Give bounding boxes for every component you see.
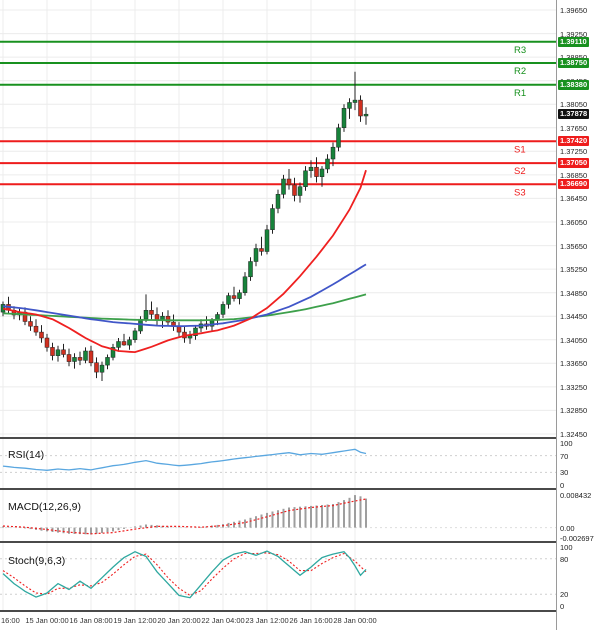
y-axis-label: 1.36050 xyxy=(560,218,588,227)
macd-scale-label: 0.008432 xyxy=(560,491,592,500)
rsi-scale-label: 30 xyxy=(560,468,569,477)
ma-fast-red xyxy=(2,169,367,354)
resistance-label: R1 xyxy=(514,88,526,99)
support-resistance-lines: R3 R2 R1 S1 S2 S3 xyxy=(0,40,556,198)
sub-grid xyxy=(2,490,356,541)
stoch-main-line xyxy=(2,550,367,599)
ma-slow-green xyxy=(2,293,367,322)
x-axis-label: 20 Jan 20:00 xyxy=(157,616,201,625)
stoch-label: Stoch(9,6,3) xyxy=(8,555,66,567)
current-price-badge: 1.37878 xyxy=(558,109,590,119)
support-label: S1 xyxy=(514,144,526,155)
y-axis-label: 1.34450 xyxy=(560,312,588,321)
support-price-badge: 1.36690 xyxy=(558,179,590,189)
rsi-line xyxy=(2,448,367,471)
main-grid xyxy=(0,0,556,437)
x-axis-label: 19 Jan 12:00 xyxy=(113,616,157,625)
y-axis-label: 1.37250 xyxy=(560,147,588,156)
x-axis-label: 28 Jan 00:00 xyxy=(333,616,377,625)
resistance-price-badge: 1.38750 xyxy=(558,58,590,68)
y-axis-label: 1.36850 xyxy=(560,171,588,180)
rsi-scale-label: 70 xyxy=(560,452,569,461)
x-axis-label: 23 Jan 12:00 xyxy=(245,616,289,625)
sub-grid xyxy=(2,543,356,610)
x-axis-label: 22 Jan 04:00 xyxy=(201,616,245,625)
y-axis-label: 1.38850 xyxy=(560,53,587,62)
y-axis-label: 1.37650 xyxy=(560,124,588,133)
candles xyxy=(0,71,369,381)
macd-scale-label: -0.002697 xyxy=(560,534,594,543)
y-axis-label: 1.38050 xyxy=(560,100,588,109)
stoch-scale-label: 20 xyxy=(560,590,569,599)
rsi-label: RSI(14) xyxy=(8,449,45,461)
y-axis-label: 1.32850 xyxy=(560,406,588,415)
x-axis-label: 16:00 xyxy=(1,616,20,625)
stoch-scale-label: 80 xyxy=(560,555,569,564)
y-axis-label: 1.35250 xyxy=(560,265,588,274)
panel-divider xyxy=(0,541,600,543)
resistance-label: R3 xyxy=(514,45,526,56)
support-price-badge: 1.37420 xyxy=(558,136,590,146)
y-axis-label: 1.34850 xyxy=(560,289,588,298)
rsi-panel[interactable] xyxy=(0,439,556,488)
support-label: S3 xyxy=(514,187,526,198)
resistance-label: R2 xyxy=(514,66,526,77)
price-scale: 1.396501.392501.388501.384501.380501.376… xyxy=(556,0,600,630)
macd-panel[interactable] xyxy=(0,490,556,541)
stoch-scale-label: 0 xyxy=(560,602,565,611)
y-axis-label: 1.39650 xyxy=(560,6,588,15)
macd-signal-line xyxy=(2,498,367,535)
moving-averages xyxy=(2,169,367,354)
macd-histogram xyxy=(2,495,367,535)
support-label: S2 xyxy=(514,166,526,177)
rsi-scale-label: 100 xyxy=(560,439,573,448)
panel-divider xyxy=(0,488,600,490)
y-axis-label: 1.33650 xyxy=(560,359,588,368)
panel-divider xyxy=(0,437,600,439)
y-axis-label: 1.39250 xyxy=(560,30,588,39)
price-chart-panel[interactable]: R3 R2 R1 S1 S2 S3 xyxy=(0,0,556,437)
y-axis-label: 1.35650 xyxy=(560,242,588,251)
x-axis-label: 16 Jan 08:00 xyxy=(69,616,113,625)
x-axis-label: 15 Jan 00:00 xyxy=(25,616,69,625)
x-axis-label: 26 Jan 16:00 xyxy=(289,616,333,625)
rsi-scale-label: 0 xyxy=(560,481,565,490)
y-axis-label: 1.34050 xyxy=(560,336,588,345)
macd-scale-label: 0.00 xyxy=(560,524,575,533)
time-axis: 16:00 15 Jan 00:00 16 Jan 08:00 19 Jan 12:0… xyxy=(0,612,556,630)
y-axis-label: 1.36450 xyxy=(560,194,588,203)
stoch-panel[interactable] xyxy=(0,543,556,610)
stoch-signal-line xyxy=(2,552,367,597)
stoch-scale-label: 100 xyxy=(560,543,573,552)
sub-grid xyxy=(2,439,356,488)
y-axis-label: 1.32450 xyxy=(560,430,588,439)
resistance-price-badge: 1.38380 xyxy=(558,80,590,90)
support-price-badge: 1.37050 xyxy=(558,158,590,168)
y-axis-label: 1.33250 xyxy=(560,383,588,392)
resistance-price-badge: 1.39110 xyxy=(558,37,589,47)
panel-divider xyxy=(0,610,600,612)
ma-mid-blue xyxy=(2,263,367,328)
macd-label: MACD(12,26,9) xyxy=(8,501,81,513)
